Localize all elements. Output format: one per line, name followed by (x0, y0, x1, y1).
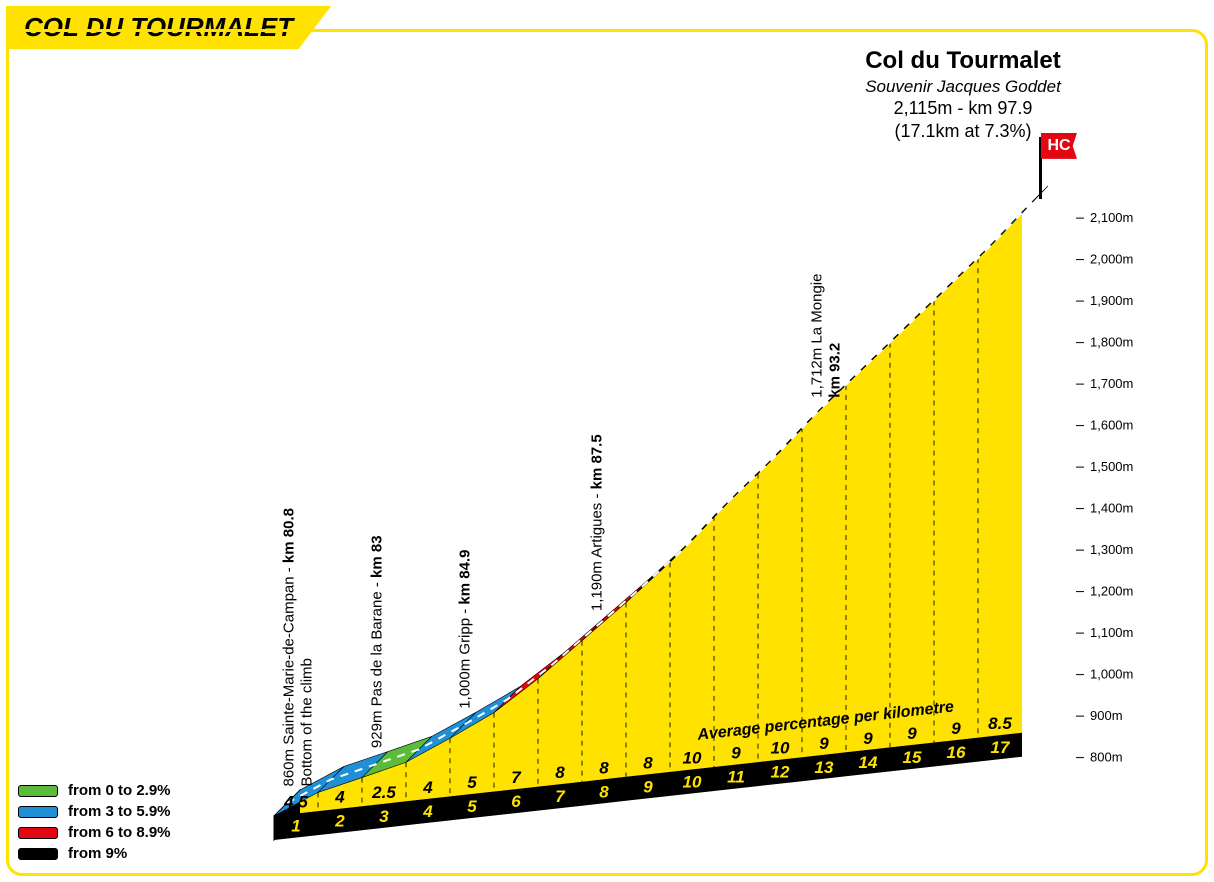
legend-swatch (18, 806, 58, 818)
svg-text:5: 5 (467, 773, 477, 792)
summit-subtitle: Souvenir Jacques Goddet (798, 76, 1128, 97)
svg-text:10: 10 (771, 739, 790, 758)
legend-swatch (18, 785, 58, 797)
svg-text:km 93.2: km 93.2 (827, 343, 844, 398)
svg-text:1,700m: 1,700m (1090, 376, 1133, 391)
svg-text:900m: 900m (1090, 708, 1123, 723)
svg-text:1,600m: 1,600m (1090, 418, 1133, 433)
svg-text:4: 4 (422, 778, 433, 797)
svg-text:6: 6 (511, 792, 521, 811)
svg-text:1,200m: 1,200m (1090, 584, 1133, 599)
svg-text:4: 4 (422, 802, 433, 821)
svg-text:1,300m: 1,300m (1090, 542, 1133, 557)
svg-text:1,800m: 1,800m (1090, 335, 1133, 350)
svg-text:860m Sainte-Marie-de-Campan -: 860m Sainte-Marie-de-Campan - km 80.8 (281, 508, 298, 786)
svg-text:9: 9 (863, 729, 873, 748)
svg-text:929m Pas de la Barane - km 83: 929m Pas de la Barane - km 83 (369, 535, 386, 748)
svg-text:2.5: 2.5 (371, 783, 396, 802)
svg-text:1: 1 (291, 817, 300, 836)
svg-text:8: 8 (555, 763, 565, 782)
svg-text:8: 8 (643, 753, 653, 772)
svg-text:4: 4 (334, 788, 345, 807)
svg-text:8: 8 (599, 758, 609, 777)
svg-text:11: 11 (727, 768, 745, 787)
svg-text:1,400m: 1,400m (1090, 501, 1133, 516)
svg-text:1,000m: 1,000m (1090, 667, 1133, 682)
summit-name: Col du Tourmalet (798, 46, 1128, 76)
hc-text: HC (1047, 137, 1070, 155)
legend: from 0 to 2.9% from 3 to 5.9% from 6 to 8.… (18, 778, 171, 866)
svg-text:4.5: 4.5 (283, 793, 308, 812)
svg-text:1,500m: 1,500m (1090, 459, 1133, 474)
legend-label: from 0 to 2.9% (68, 782, 171, 799)
svg-text:9: 9 (951, 719, 961, 738)
legend-row: from 0 to 2.9% (18, 782, 171, 799)
svg-text:14: 14 (859, 753, 878, 772)
summit-detail: (17.1km at 7.3%) (798, 120, 1128, 143)
svg-text:13: 13 (815, 758, 834, 777)
hc-flag: HC (1041, 133, 1077, 159)
svg-text:7: 7 (555, 787, 566, 806)
svg-text:15: 15 (903, 748, 922, 767)
svg-text:9: 9 (643, 777, 653, 796)
svg-text:16: 16 (947, 743, 966, 762)
svg-text:2,100m: 2,100m (1090, 210, 1133, 225)
legend-row: from 3 to 5.9% (18, 803, 171, 820)
svg-text:Bottom of the climb: Bottom of the climb (299, 658, 316, 786)
legend-swatch (18, 827, 58, 839)
svg-text:1,100m: 1,100m (1090, 625, 1133, 640)
svg-text:1,190m Artigues - km 87.5: 1,190m Artigues - km 87.5 (589, 434, 606, 611)
svg-text:1,900m: 1,900m (1090, 293, 1133, 308)
legend-label: from 6 to 8.9% (68, 824, 171, 841)
svg-text:2,000m: 2,000m (1090, 252, 1133, 267)
summit-block: Col du Tourmalet Souvenir Jacques Goddet… (798, 46, 1128, 142)
svg-text:12: 12 (771, 763, 790, 782)
svg-text:2: 2 (334, 812, 345, 831)
svg-text:9: 9 (819, 734, 829, 753)
svg-text:5: 5 (467, 797, 477, 816)
svg-text:9: 9 (731, 744, 741, 763)
svg-text:10: 10 (683, 748, 702, 767)
svg-text:8: 8 (599, 782, 609, 801)
legend-row: from 9% (18, 845, 171, 862)
svg-text:800m: 800m (1090, 750, 1123, 765)
svg-text:3: 3 (379, 807, 389, 826)
svg-text:1,000m Gripp - km 84.9: 1,000m Gripp - km 84.9 (457, 550, 474, 709)
legend-label: from 9% (68, 845, 127, 862)
svg-text:1,712m La Mongie: 1,712m La Mongie (809, 274, 826, 398)
summit-altitude: 2,115m - km 97.9 (798, 97, 1128, 120)
svg-text:9: 9 (907, 724, 917, 743)
svg-text:7: 7 (511, 768, 522, 787)
legend-label: from 3 to 5.9% (68, 803, 171, 820)
legend-swatch (18, 848, 58, 860)
svg-text:17: 17 (991, 738, 1011, 757)
svg-text:8.5: 8.5 (988, 714, 1012, 733)
svg-text:10: 10 (683, 772, 702, 791)
legend-row: from 6 to 8.9% (18, 824, 171, 841)
